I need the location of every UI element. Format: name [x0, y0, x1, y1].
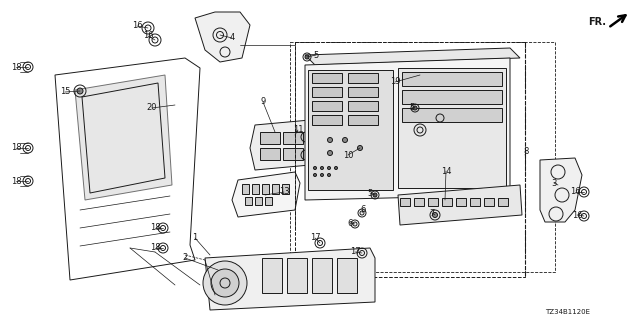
Bar — [402, 108, 502, 122]
Circle shape — [413, 106, 417, 110]
Circle shape — [328, 150, 333, 156]
Circle shape — [77, 88, 83, 94]
Circle shape — [203, 261, 247, 305]
Polygon shape — [305, 48, 520, 65]
Text: 5: 5 — [367, 188, 372, 197]
Polygon shape — [75, 75, 172, 200]
Bar — [290, 42, 555, 272]
Text: FR.: FR. — [588, 17, 606, 27]
Text: 18: 18 — [11, 62, 21, 71]
Text: 14: 14 — [441, 166, 451, 175]
Bar — [265, 197, 272, 205]
Text: 4: 4 — [229, 34, 235, 43]
Text: 15: 15 — [60, 87, 70, 97]
Bar — [312, 87, 342, 97]
Bar — [398, 68, 506, 188]
Text: 5: 5 — [314, 51, 319, 60]
Text: 2: 2 — [182, 253, 188, 262]
Text: 18: 18 — [11, 143, 21, 153]
Bar — [498, 198, 508, 206]
Text: 10: 10 — [343, 150, 353, 159]
Text: 16: 16 — [570, 188, 580, 196]
Circle shape — [305, 55, 309, 59]
Bar — [312, 73, 342, 83]
Bar — [252, 184, 259, 194]
Text: 3: 3 — [551, 179, 557, 188]
Polygon shape — [205, 248, 375, 310]
Bar — [348, 87, 378, 97]
Bar — [260, 132, 280, 144]
Text: 18: 18 — [150, 223, 160, 233]
Circle shape — [342, 138, 348, 142]
Bar — [428, 198, 438, 206]
Bar — [245, 197, 252, 205]
Bar — [348, 73, 378, 83]
Text: 16: 16 — [132, 21, 142, 30]
Bar — [295, 42, 525, 277]
Bar — [400, 198, 410, 206]
Polygon shape — [250, 120, 315, 170]
Circle shape — [328, 173, 330, 177]
Polygon shape — [195, 12, 250, 62]
Text: 7: 7 — [429, 209, 435, 218]
Bar — [402, 72, 502, 86]
Bar — [260, 148, 280, 160]
Polygon shape — [540, 158, 582, 222]
Text: 11: 11 — [292, 125, 303, 134]
Text: 16: 16 — [143, 31, 154, 41]
Bar — [442, 198, 452, 206]
Bar — [287, 258, 307, 293]
Circle shape — [328, 138, 333, 142]
Bar — [312, 258, 332, 293]
Circle shape — [211, 269, 239, 297]
Bar — [414, 198, 424, 206]
Text: 20: 20 — [147, 103, 157, 113]
Text: 13: 13 — [278, 188, 289, 196]
Text: 17: 17 — [310, 234, 320, 243]
Polygon shape — [232, 172, 300, 217]
Text: TZ34B1120E: TZ34B1120E — [545, 309, 590, 315]
Bar — [262, 258, 282, 293]
Circle shape — [433, 212, 438, 218]
Polygon shape — [398, 185, 522, 225]
Text: 6: 6 — [360, 205, 365, 214]
Text: 18: 18 — [11, 177, 21, 186]
Bar — [312, 101, 342, 111]
Text: 18: 18 — [150, 244, 160, 252]
Bar — [282, 184, 289, 194]
Bar — [484, 198, 494, 206]
Bar — [242, 184, 249, 194]
Circle shape — [321, 166, 323, 170]
Circle shape — [314, 166, 317, 170]
Circle shape — [314, 173, 317, 177]
Text: 5: 5 — [410, 102, 415, 111]
Polygon shape — [305, 58, 510, 200]
Text: 17: 17 — [349, 247, 360, 257]
Text: 16: 16 — [572, 211, 582, 220]
Circle shape — [358, 146, 362, 150]
Text: 9: 9 — [260, 98, 266, 107]
Circle shape — [373, 193, 377, 197]
Bar — [337, 258, 357, 293]
Bar — [272, 184, 279, 194]
Bar — [255, 197, 262, 205]
Circle shape — [321, 173, 323, 177]
Text: 6: 6 — [348, 219, 353, 228]
Bar — [262, 184, 269, 194]
Bar — [456, 198, 466, 206]
Bar — [348, 115, 378, 125]
Text: 1: 1 — [193, 234, 198, 243]
Bar — [348, 101, 378, 111]
Bar — [283, 132, 303, 144]
Circle shape — [328, 166, 330, 170]
Bar — [312, 115, 342, 125]
Bar — [470, 198, 480, 206]
Text: 8: 8 — [524, 148, 529, 156]
Bar — [283, 148, 303, 160]
Bar — [308, 70, 393, 190]
Bar — [402, 90, 502, 104]
Text: 19: 19 — [390, 77, 400, 86]
Circle shape — [335, 166, 337, 170]
